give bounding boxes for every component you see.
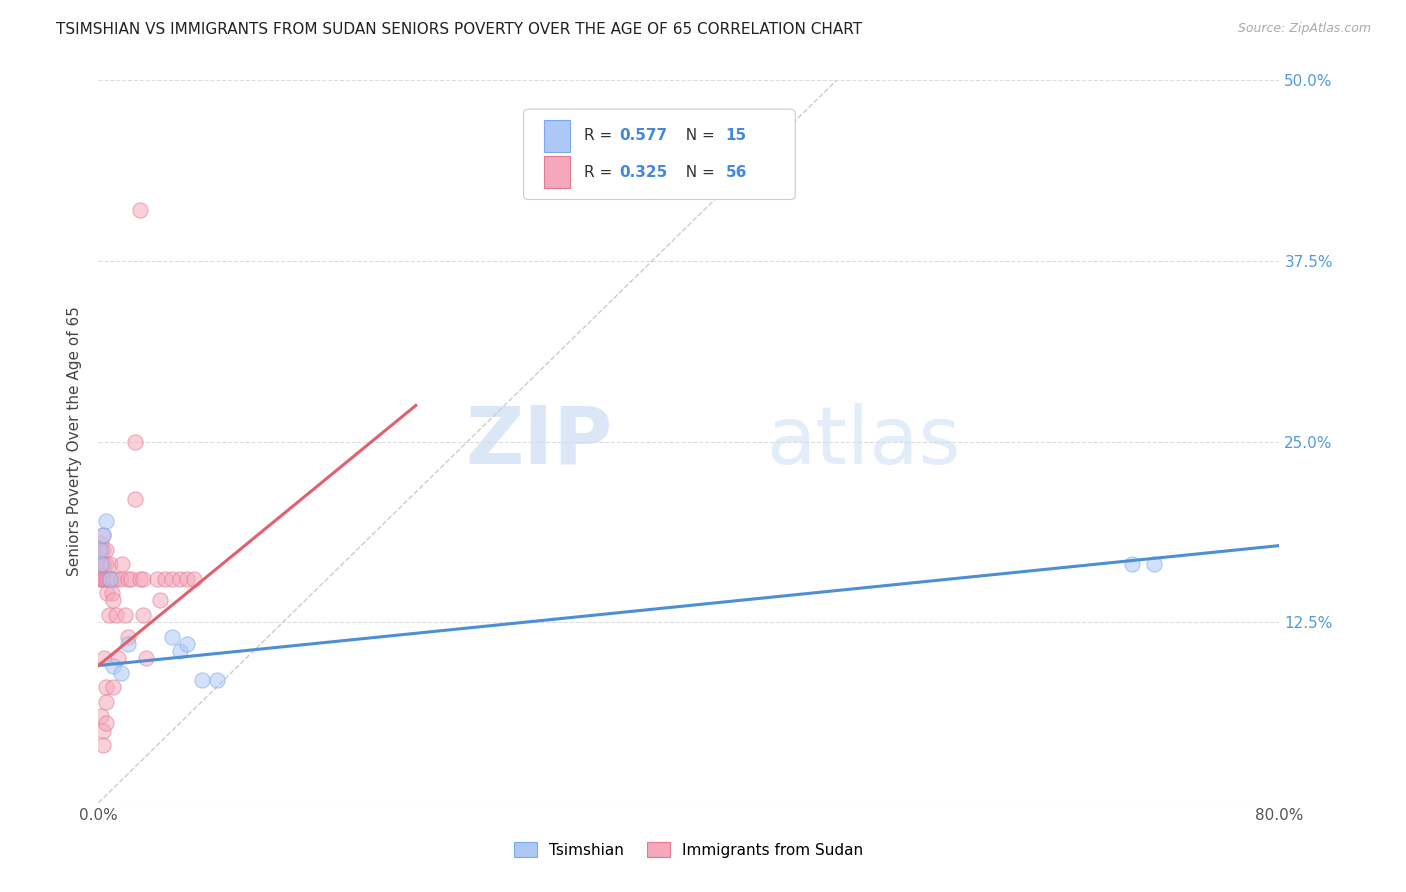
Point (91, 738, 114, 752)
Point (162, 630, 183, 644)
Point (89, 572, 111, 586)
Point (117, 630, 139, 644)
Point (91, 528, 114, 542)
Point (124, 434, 146, 449)
Point (111, 558, 134, 572)
Point (93, 651, 115, 665)
Point (183, 572, 205, 586)
Point (98, 558, 121, 572)
Text: N =: N = (676, 164, 720, 179)
Point (90, 709, 112, 723)
Point (114, 607, 136, 622)
Text: Source: ZipAtlas.com: Source: ZipAtlas.com (1237, 22, 1371, 36)
Point (176, 572, 198, 586)
Point (94, 716, 117, 731)
Point (1143, 558, 1166, 572)
Point (98, 572, 121, 586)
Point (146, 572, 169, 586)
Point (162, 572, 183, 586)
Text: R =: R = (583, 164, 617, 179)
Point (89, 542, 111, 557)
Point (103, 658, 125, 673)
Point (169, 644, 191, 658)
FancyBboxPatch shape (523, 109, 796, 200)
Point (107, 651, 129, 665)
Point (135, 651, 157, 665)
Point (94, 558, 117, 572)
Point (120, 572, 142, 586)
Point (205, 673, 228, 687)
Point (105, 607, 128, 622)
Point (94, 542, 117, 557)
Point (132, 607, 155, 622)
Point (89, 542, 111, 557)
Text: ZIP: ZIP (465, 402, 612, 481)
Text: 0.325: 0.325 (619, 164, 668, 179)
Point (191, 673, 214, 687)
Point (90, 535, 112, 549)
Point (100, 586, 122, 600)
Point (93, 572, 115, 586)
Point (169, 572, 191, 586)
Point (103, 680, 125, 694)
Point (1121, 558, 1143, 572)
Point (89, 558, 111, 572)
Legend: Tsimshian, Immigrants from Sudan: Tsimshian, Immigrants from Sudan (508, 836, 870, 863)
Point (98, 572, 121, 586)
Text: atlas: atlas (766, 402, 960, 481)
Point (105, 572, 128, 586)
Point (103, 572, 125, 586)
Point (90, 542, 112, 557)
Point (94, 695, 117, 709)
Point (91, 723, 114, 738)
Point (149, 593, 172, 607)
Point (97, 607, 120, 622)
Text: 56: 56 (725, 164, 747, 179)
Point (90, 572, 112, 586)
Point (153, 572, 176, 586)
FancyBboxPatch shape (544, 156, 569, 188)
Point (128, 572, 150, 586)
Point (94, 572, 117, 586)
Point (110, 572, 132, 586)
Point (103, 593, 125, 607)
Point (110, 665, 132, 680)
Point (90, 558, 112, 572)
FancyBboxPatch shape (544, 120, 569, 153)
Text: N =: N = (676, 128, 720, 144)
Point (91, 542, 114, 557)
Point (128, 203, 150, 218)
Point (91, 558, 114, 572)
Text: R =: R = (583, 128, 617, 144)
Point (94, 514, 117, 528)
Point (132, 572, 155, 586)
Point (93, 558, 115, 572)
Point (91, 528, 114, 542)
Y-axis label: Seniors Poverty Over the Age of 65: Seniors Poverty Over the Age of 65 (67, 307, 83, 576)
Point (94, 680, 117, 694)
Point (124, 492, 146, 507)
Text: TSIMSHIAN VS IMMIGRANTS FROM SUDAN SENIORS POVERTY OVER THE AGE OF 65 CORRELATIO: TSIMSHIAN VS IMMIGRANTS FROM SUDAN SENIO… (56, 22, 862, 37)
Point (90, 558, 112, 572)
Point (117, 637, 139, 651)
Text: 0.577: 0.577 (619, 128, 668, 144)
Point (176, 637, 198, 651)
Point (91, 572, 114, 586)
Text: 15: 15 (725, 128, 747, 144)
Point (96, 572, 118, 586)
Point (97, 572, 120, 586)
Point (117, 572, 139, 586)
Point (96, 586, 118, 600)
